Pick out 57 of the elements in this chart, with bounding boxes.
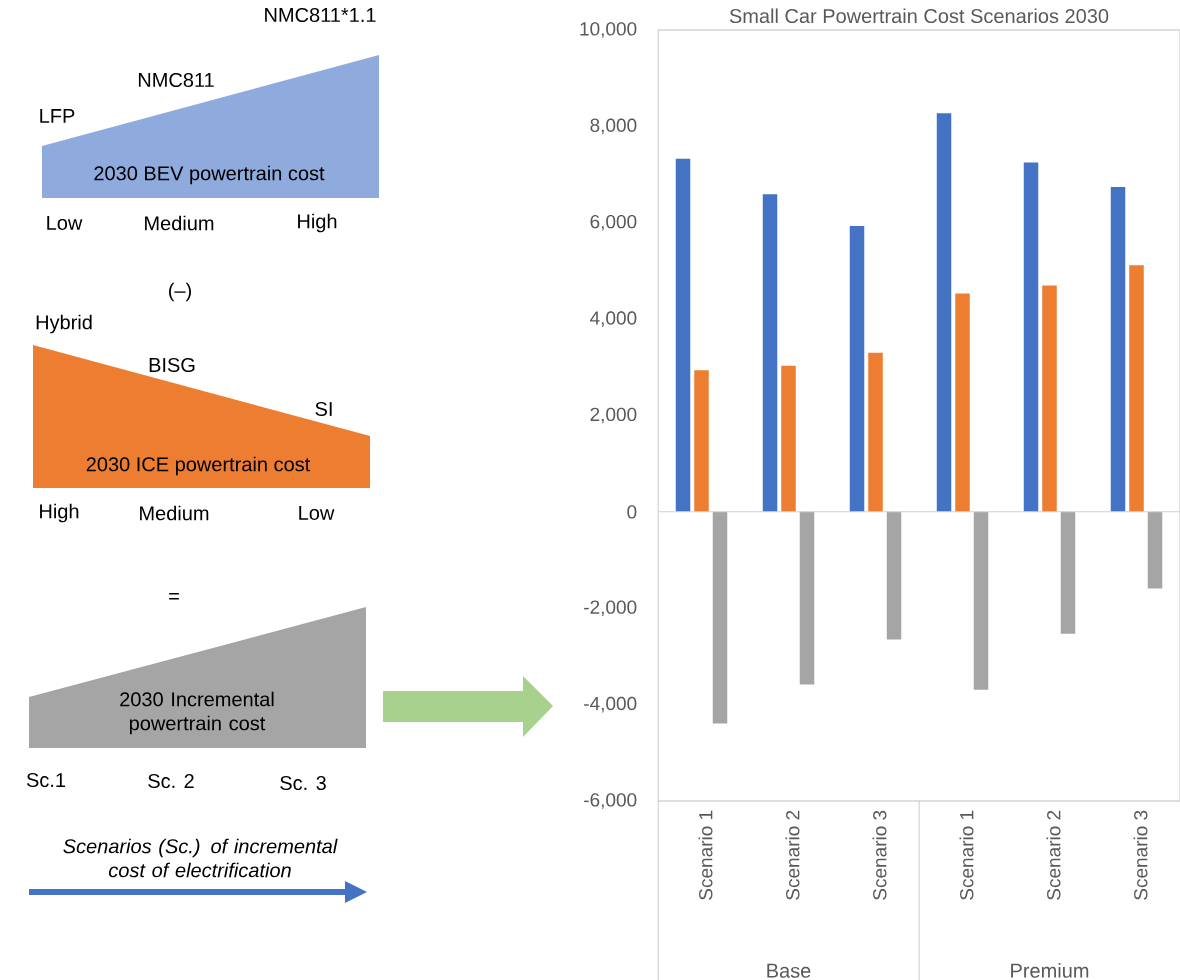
text: BISG [149,357,195,373]
bar [936,113,952,512]
text: 2030 ICE powertrain cost [86,456,311,476]
bar [868,352,883,512]
y-tick-label: 4,000 [590,311,637,327]
y-tick-label: -2,000 [584,600,637,617]
text: High [40,503,79,523]
chart-title: Small Car Powertrain Cost Scenarios 2030 [729,8,1109,24]
text: Sc. 2 [148,773,194,789]
x-tick-label: Scenario 3 [1133,810,1148,900]
y-tick-label: -6,000 [584,793,637,809]
bar [973,511,989,690]
bar [1023,162,1039,512]
x-tick-label: Scenario 1 [959,810,974,900]
y-tick-label: 10,000 [580,22,637,38]
bar [712,511,728,724]
text: NMC811*1.1 [265,7,376,23]
text: 2030 BEV powertrain cost [94,165,325,185]
text: Sc.1 [26,772,66,788]
x-tick-label: Scenario 1 [698,810,713,900]
bar [955,293,970,512]
text: High [298,213,337,233]
bar [781,365,796,512]
text: Sc. 3 [280,775,326,791]
text: Premium [1011,963,1089,978]
text: Medium [145,215,214,231]
text: Hybrid [36,314,92,334]
bar [694,370,709,512]
y-tick-label: 6,000 [590,214,637,231]
bar [675,158,691,512]
x-tick-label: Scenario 2 [1046,810,1061,900]
bar [1060,511,1076,634]
text: Low [299,506,335,520]
x-tick-label: Scenario 3 [872,810,887,900]
y-tick-label: 8,000 [590,118,637,135]
bar [762,194,778,512]
text: Base [767,963,811,978]
y-tick-label: 2,000 [590,407,637,424]
bar [1042,285,1057,512]
text: (–) [169,282,191,302]
bar [886,511,902,640]
text: 2030 Incremental powertrain cost [120,691,274,735]
text: = [169,593,179,600]
x-tick-label: Scenario 2 [785,810,800,900]
bar [1129,265,1144,512]
bar [799,511,815,685]
bar [1110,187,1126,512]
text: Medium [140,505,209,521]
text: SI [315,401,332,417]
text: NMC811 [138,72,214,88]
bar [1147,511,1163,589]
y-tick-label: -4,000 [584,696,637,713]
text: Scenarios (Sc.) of incremental cost of electrification [63,838,338,878]
bar [849,226,865,512]
text: Low [47,216,83,230]
text: LFP [40,109,75,123]
y-tick-label: 0 [627,505,637,519]
